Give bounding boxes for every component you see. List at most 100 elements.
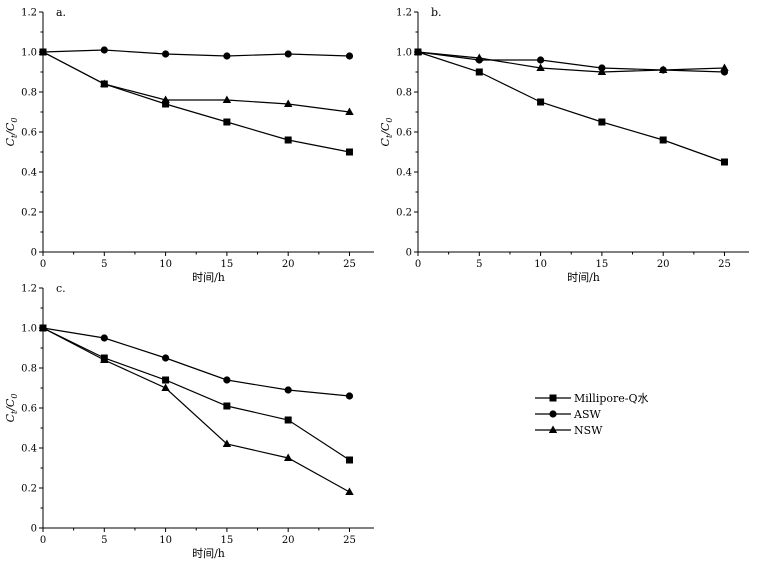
y-tick-label: 0.8 (21, 88, 37, 99)
data-point (720, 63, 729, 71)
series-line (42, 327, 350, 397)
data-point (413, 47, 423, 55)
data-point (345, 392, 354, 400)
legend-marker (548, 425, 558, 433)
panel-label: c. (56, 282, 66, 295)
data-point (100, 355, 109, 363)
x-tick-label: 15 (596, 259, 609, 270)
series-line (42, 49, 350, 57)
y-tick-label: 1.2 (21, 8, 37, 19)
legend-marker (549, 394, 557, 402)
x-tick-label: 0 (415, 259, 421, 270)
series-line (42, 51, 350, 153)
x-tick-label: 5 (101, 259, 107, 270)
series-line (42, 51, 350, 113)
data-point (100, 46, 108, 54)
legend-label: NSW (574, 424, 603, 437)
data-point (223, 52, 231, 60)
data-point (161, 95, 170, 103)
x-tick-label: 10 (159, 259, 172, 270)
data-point (222, 95, 232, 103)
legend-item: ASW (535, 408, 601, 421)
data-point (38, 47, 48, 55)
y-tick-label: 0.6 (21, 404, 37, 415)
y-tick-label: 1.0 (21, 48, 37, 59)
legend-label: ASW (573, 408, 601, 421)
series-triangle (413, 47, 729, 75)
series-circle (39, 324, 354, 400)
y-tick-label: 0.6 (396, 128, 412, 139)
data-point (536, 63, 545, 71)
data-point (161, 50, 170, 58)
data-point (223, 376, 231, 384)
y-tick-label: 1.0 (21, 324, 37, 335)
data-point (222, 439, 232, 447)
data-point (161, 354, 170, 362)
data-point (284, 50, 292, 58)
y-tick-label: 0.2 (21, 484, 37, 495)
y-axis-label: Ct/C0 (4, 394, 19, 423)
y-axis-label-part: 0 (10, 118, 19, 123)
legend-label: Millipore-Q水 (574, 392, 649, 405)
y-axis-label-part: t (10, 134, 19, 138)
series-line (417, 51, 725, 73)
data-point (345, 107, 354, 115)
data-point (162, 100, 170, 108)
x-tick-label: 25 (343, 259, 356, 270)
data-point (658, 65, 668, 73)
x-axis-label: 时间/h (192, 547, 225, 560)
data-point (100, 79, 109, 87)
y-tick-label: 0.4 (21, 168, 37, 179)
x-tick-label: 25 (343, 535, 356, 546)
series-square (39, 48, 353, 156)
y-axis-label-part: C (379, 137, 392, 146)
y-axis-label: Ct/C0 (379, 118, 394, 147)
data-point (345, 52, 354, 60)
y-tick-label: 0 (31, 248, 37, 259)
x-tick-label: 5 (101, 535, 107, 546)
data-point (223, 402, 231, 410)
series-line (417, 51, 725, 73)
data-point (475, 68, 483, 76)
y-tick-label: 0.4 (21, 444, 37, 455)
x-axis-label: 时间/h (567, 271, 600, 284)
x-tick-label: 0 (40, 535, 46, 546)
data-point (284, 416, 292, 424)
x-tick-label: 10 (159, 535, 172, 546)
x-tick-label: 20 (282, 535, 295, 546)
series-circle (414, 48, 729, 76)
y-tick-label: 1.0 (396, 48, 412, 59)
data-point (283, 99, 293, 107)
y-tick-label: 0 (31, 524, 37, 535)
y-axis-label: Ct/C0 (4, 118, 19, 147)
x-axis-label: 时间/h (192, 271, 225, 284)
x-tick-label: 10 (534, 259, 547, 270)
y-axis-label-part: C (4, 413, 17, 422)
data-point (345, 148, 353, 156)
y-axis-label-part: /C (4, 398, 17, 412)
y-axis-label-part: /C (379, 122, 392, 136)
data-point (720, 158, 728, 166)
x-tick-label: 20 (282, 259, 295, 270)
x-tick-label: 15 (221, 535, 234, 546)
y-axis-label-part: /C (4, 122, 17, 136)
data-point (223, 118, 231, 126)
data-point (659, 136, 667, 144)
data-point (475, 53, 484, 61)
data-point (345, 487, 354, 495)
series-triangle (38, 323, 354, 495)
y-axis-label-part: t (385, 134, 394, 138)
y-tick-label: 0.2 (21, 208, 37, 219)
legend-item: NSW (535, 424, 603, 437)
series-square (414, 48, 728, 166)
y-tick-label: 1.2 (21, 284, 37, 295)
y-tick-label: 0.6 (21, 128, 37, 139)
series-line (42, 327, 350, 461)
series-triangle (38, 47, 354, 115)
x-tick-label: 5 (476, 259, 482, 270)
y-axis-label-part: t (10, 410, 19, 414)
series-line (42, 327, 350, 493)
